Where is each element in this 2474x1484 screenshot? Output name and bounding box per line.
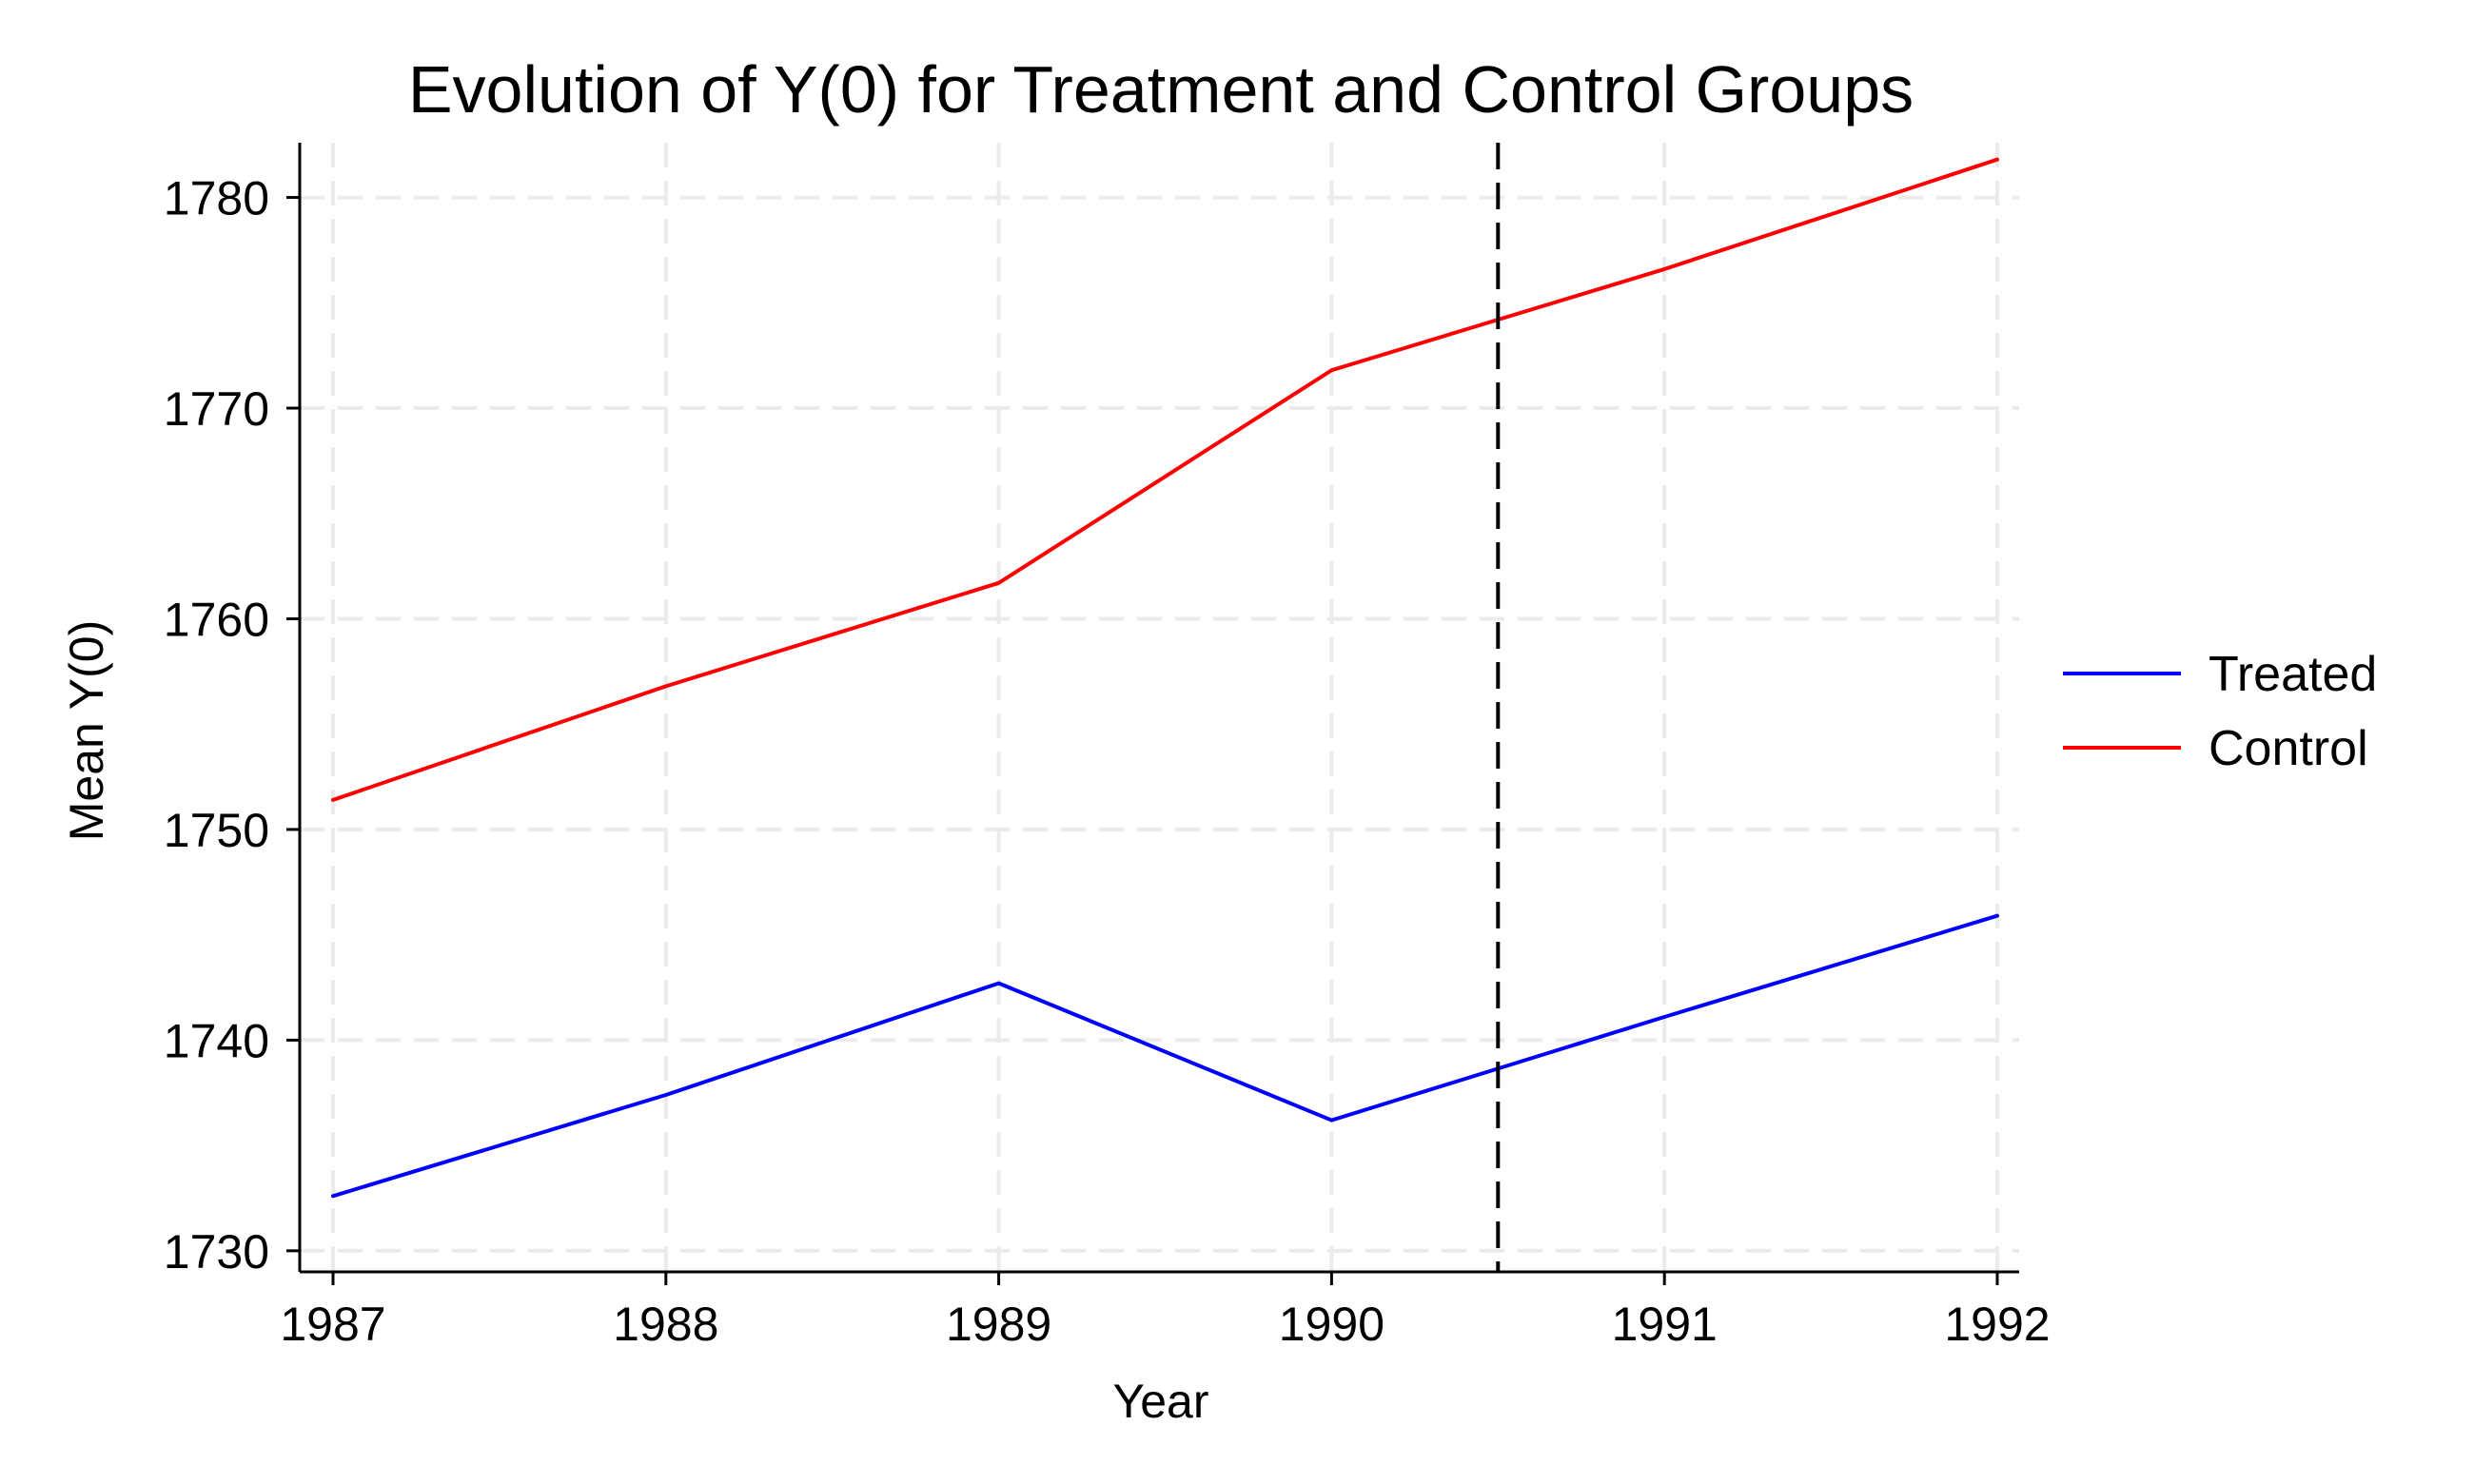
x-tick-label: 1987: [280, 1298, 385, 1351]
y-tick-label: 1730: [164, 1225, 269, 1279]
y-tick-label: 1770: [164, 382, 269, 436]
y-tick-label: 1750: [164, 804, 269, 857]
series-line-control: [331, 157, 1999, 802]
x-tick-label: 1988: [613, 1298, 718, 1351]
y-tick-label: 1740: [164, 1014, 269, 1067]
x-tick-label: 1989: [946, 1298, 1051, 1351]
chart-title: Evolution of Y(0) for Treatment and Cont…: [408, 52, 1914, 127]
axes: [286, 143, 2019, 1285]
y-tick-label: 1760: [164, 593, 269, 646]
y-axis-label: Mean Y(0): [60, 620, 113, 842]
x-axis-label: Year: [1112, 1375, 1208, 1428]
legend: Treated Control: [2063, 647, 2377, 776]
legend-label-control: Control: [2209, 721, 2368, 776]
x-tick-label: 1991: [1612, 1298, 1718, 1351]
x-tick-label: 1992: [1944, 1298, 2050, 1351]
series-line-treated: [331, 913, 1999, 1199]
tick-labels: 1987 1988 1989 1990 1991 1992 1730 1740 1750 1760…: [164, 172, 2051, 1351]
x-tick-label: 1990: [1279, 1298, 1384, 1351]
legend-label-treated: Treated: [2209, 647, 2377, 702]
y-tick-label: 1780: [164, 172, 269, 225]
grid: [300, 143, 2019, 1272]
series: [331, 157, 1999, 1199]
